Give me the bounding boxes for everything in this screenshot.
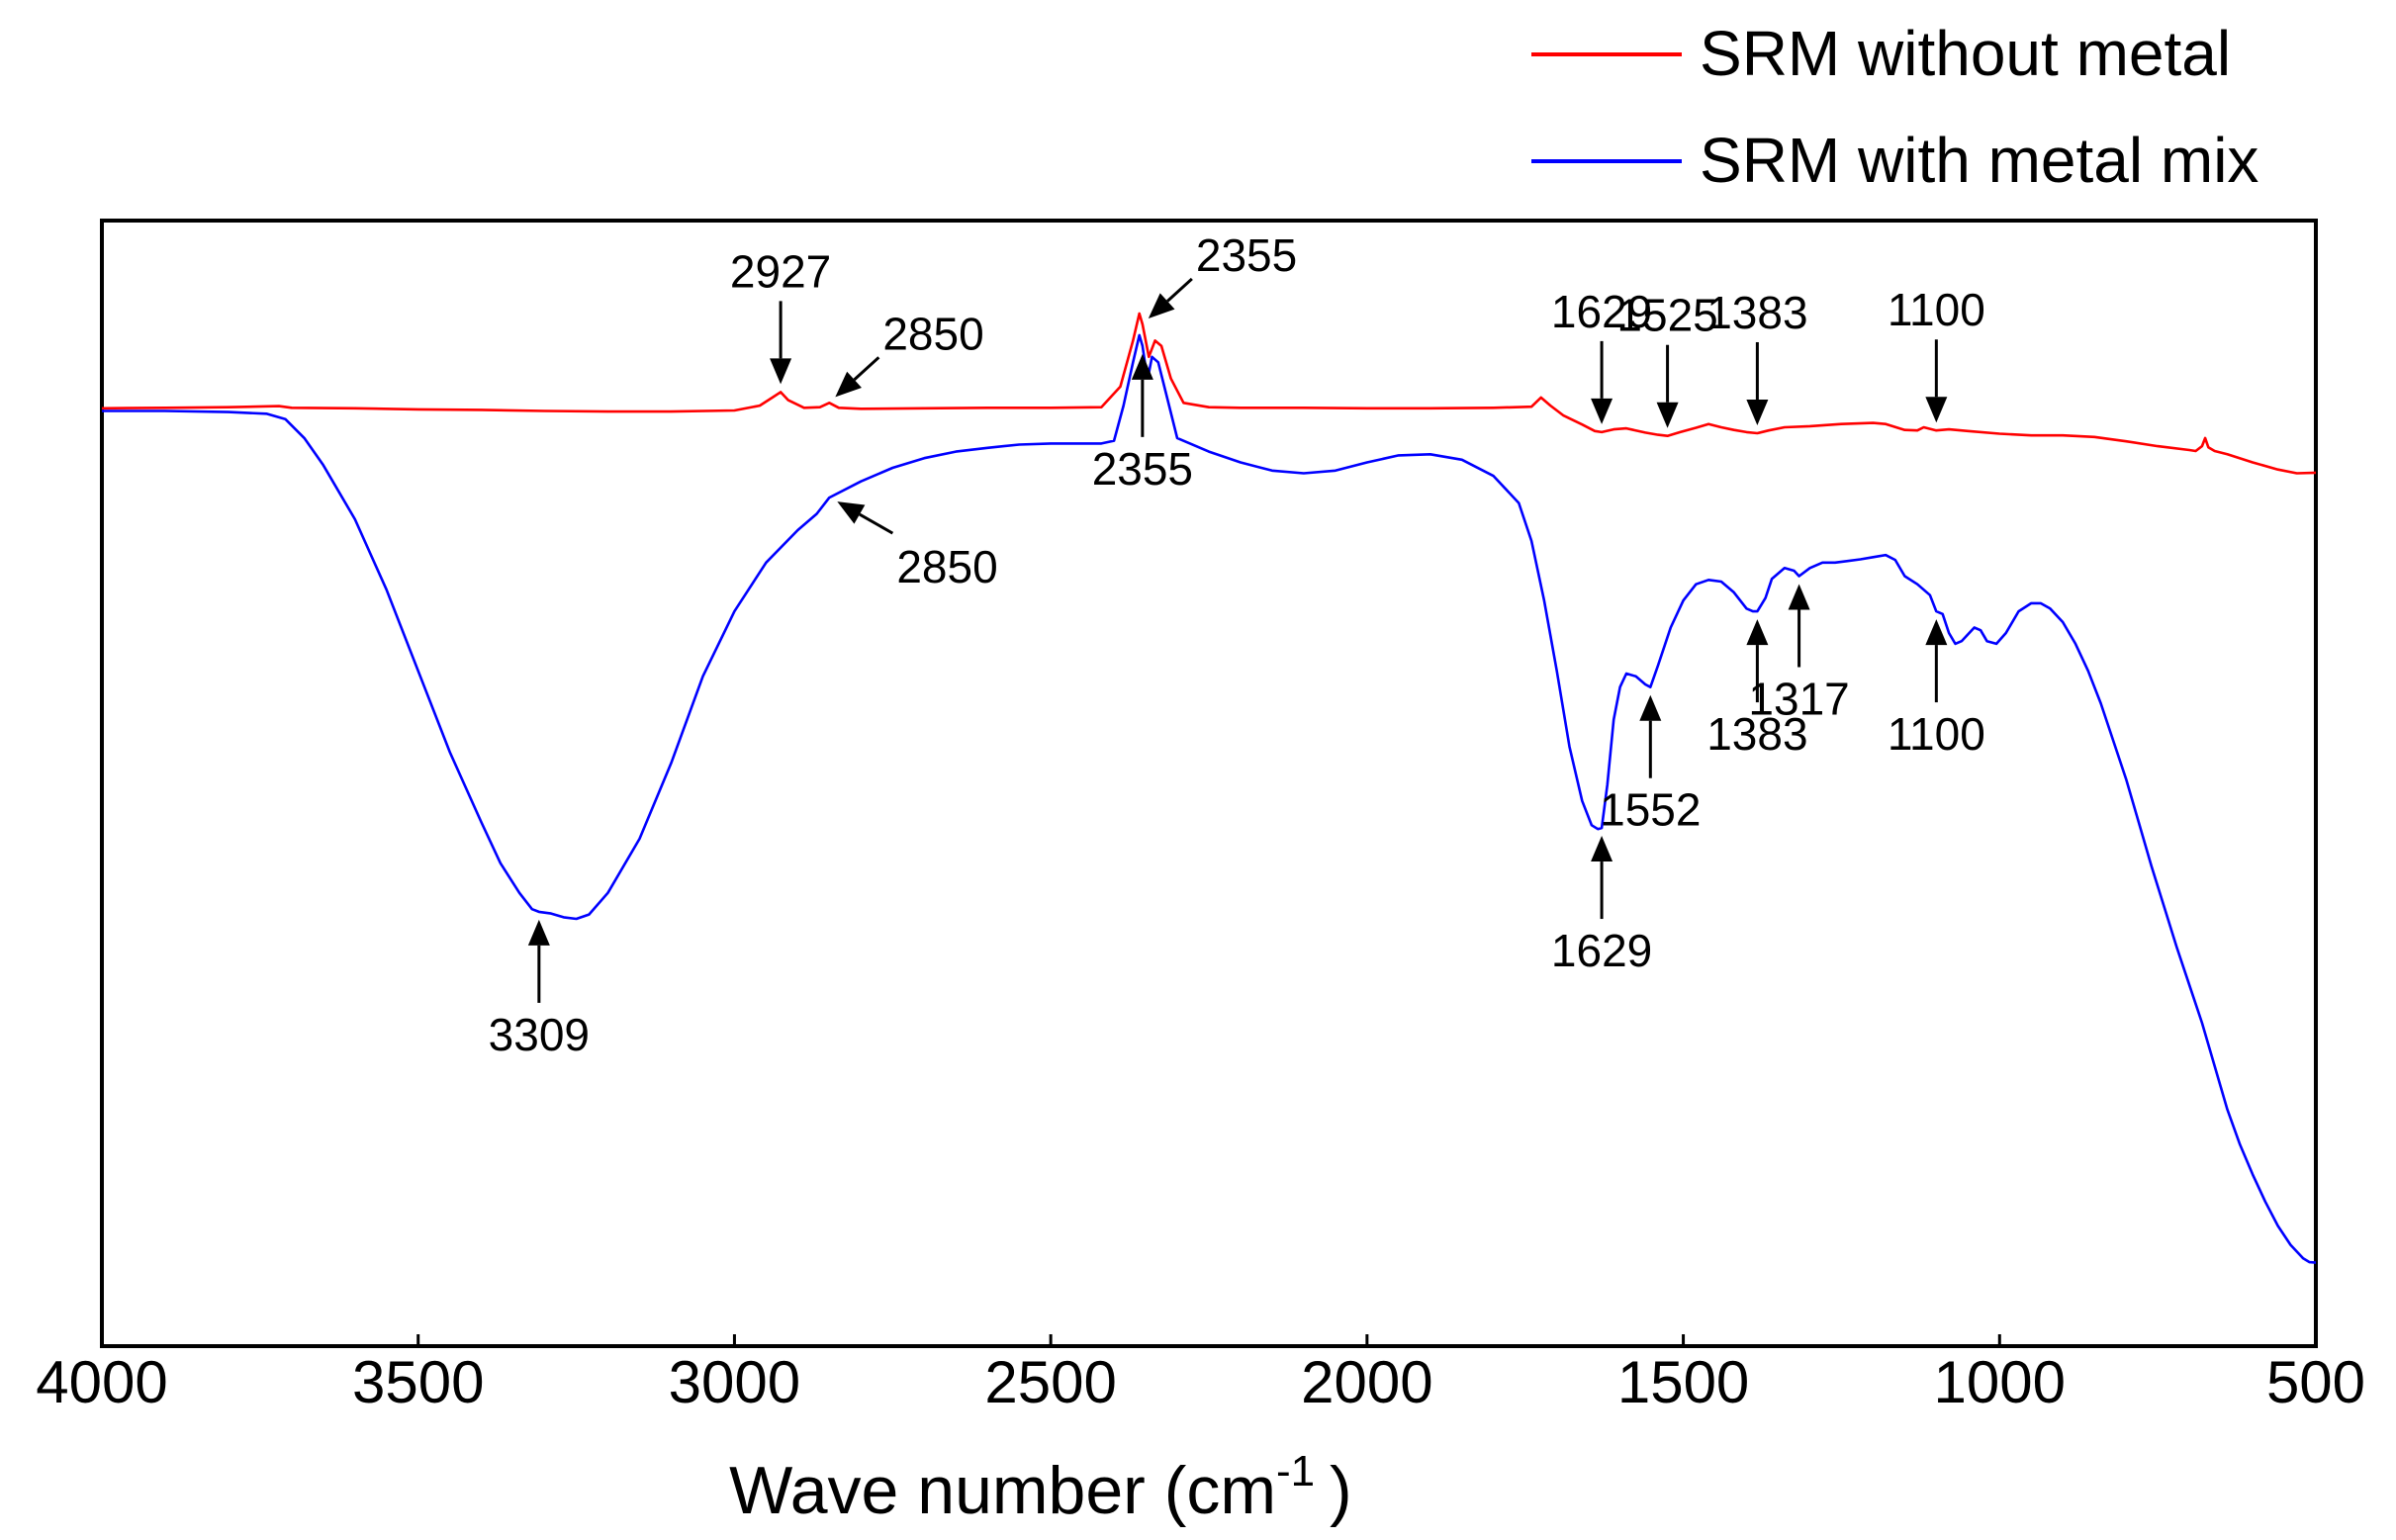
annotation-label: 2355 bbox=[1196, 229, 1297, 281]
annotation-arrow-shaft bbox=[1166, 277, 1193, 303]
annotation-arrow-head bbox=[1639, 694, 1662, 721]
annotation-label: 1100 bbox=[1888, 708, 1985, 760]
x-tick-label: 1500 bbox=[1617, 1349, 1749, 1415]
peak-annotation: 2355 bbox=[1092, 353, 1193, 495]
legend-label-srm-without-metal: SRM without metal bbox=[1700, 18, 2231, 89]
series-line-srm-with-metal-mix bbox=[102, 333, 2317, 1264]
annotation-arrow-head bbox=[1925, 397, 1948, 423]
annotation-arrow-head bbox=[1746, 399, 1769, 425]
annotation-arrow-shaft bbox=[853, 356, 880, 381]
annotation-arrow-head bbox=[837, 501, 866, 524]
annotation-label: 1525 bbox=[1616, 290, 1717, 341]
annotation-label: 1629 bbox=[1551, 286, 1652, 337]
annotation-label: 2927 bbox=[730, 245, 831, 297]
x-axis-title-tail: ) bbox=[1330, 1453, 1352, 1528]
peak-annotation: 3309 bbox=[489, 919, 590, 1060]
peak-annotation: 2927 bbox=[730, 245, 831, 385]
annotation-arrow-head bbox=[1746, 619, 1769, 646]
x-tick-label: 4000 bbox=[36, 1349, 167, 1415]
legend-label-srm-with-metal-mix: SRM with metal mix bbox=[1700, 125, 2258, 196]
x-axis-title-superscript: -1 bbox=[1276, 1447, 1315, 1495]
annotation-label: 1552 bbox=[1600, 784, 1701, 836]
peak-annotation: 1383 bbox=[1706, 287, 1808, 425]
annotation-arrow-head bbox=[1925, 619, 1948, 646]
x-tick-label: 3500 bbox=[352, 1349, 484, 1415]
peak-annotation: 1100 bbox=[1888, 619, 1985, 760]
x-tick-label: 500 bbox=[2266, 1349, 2365, 1415]
peak-annotation: 1629 bbox=[1551, 286, 1652, 424]
annotation-label: 1383 bbox=[1706, 287, 1807, 338]
annotation-arrow-head bbox=[1131, 353, 1153, 380]
annotation-arrow-head bbox=[770, 358, 792, 385]
peak-annotation: 2355 bbox=[1148, 229, 1297, 318]
peak-annotation: 1317 bbox=[1748, 584, 1850, 725]
annotation-arrow-head bbox=[1591, 836, 1613, 862]
annotation-label: 2850 bbox=[896, 541, 997, 592]
annotation-arrow-head bbox=[1656, 402, 1679, 428]
annotation-label: 1629 bbox=[1551, 925, 1652, 976]
series-line-srm-without-metal bbox=[101, 312, 2317, 475]
peak-annotation: 1383 bbox=[1706, 619, 1808, 760]
peak-annotation: 1100 bbox=[1888, 284, 1985, 423]
annotation-label: 1383 bbox=[1706, 708, 1807, 760]
annotation-label: 2355 bbox=[1092, 443, 1193, 495]
annotation-label: 2850 bbox=[882, 308, 983, 359]
annotation-arrow-head bbox=[1788, 584, 1810, 610]
x-tick-label: 1000 bbox=[1934, 1349, 2066, 1415]
annotation-arrow-head bbox=[835, 371, 862, 398]
x-tick-label: 2000 bbox=[1301, 1349, 1432, 1415]
x-tick-labels: 4000 3500 3000 2500 2000 1500 1000 500 bbox=[36, 1334, 2365, 1415]
annotation-arrow-shaft bbox=[859, 512, 894, 535]
series-lines bbox=[101, 312, 2317, 1264]
x-tick-label: 2500 bbox=[984, 1349, 1116, 1415]
peak-annotation: 1552 bbox=[1600, 694, 1701, 836]
legend: SRM without metal SRM with metal mix bbox=[1531, 18, 2258, 196]
peak-annotation: 2850 bbox=[835, 308, 984, 398]
x-axis-title: Wave number (cm bbox=[729, 1453, 1276, 1528]
plot-frame bbox=[100, 219, 2318, 1348]
annotation-label: 3309 bbox=[489, 1009, 590, 1060]
annotation-label: 1317 bbox=[1748, 674, 1849, 725]
x-tick-label: 3000 bbox=[669, 1349, 800, 1415]
peak-annotation: 2850 bbox=[837, 501, 998, 592]
annotation-arrow-head bbox=[527, 919, 550, 946]
annotation-label: 1100 bbox=[1888, 284, 1985, 335]
annotation-arrow-head bbox=[1148, 293, 1175, 318]
peak-annotation: 1629 bbox=[1551, 836, 1652, 976]
peak-annotation: 1525 bbox=[1616, 290, 1718, 428]
annotation-arrow-head bbox=[1591, 398, 1613, 424]
